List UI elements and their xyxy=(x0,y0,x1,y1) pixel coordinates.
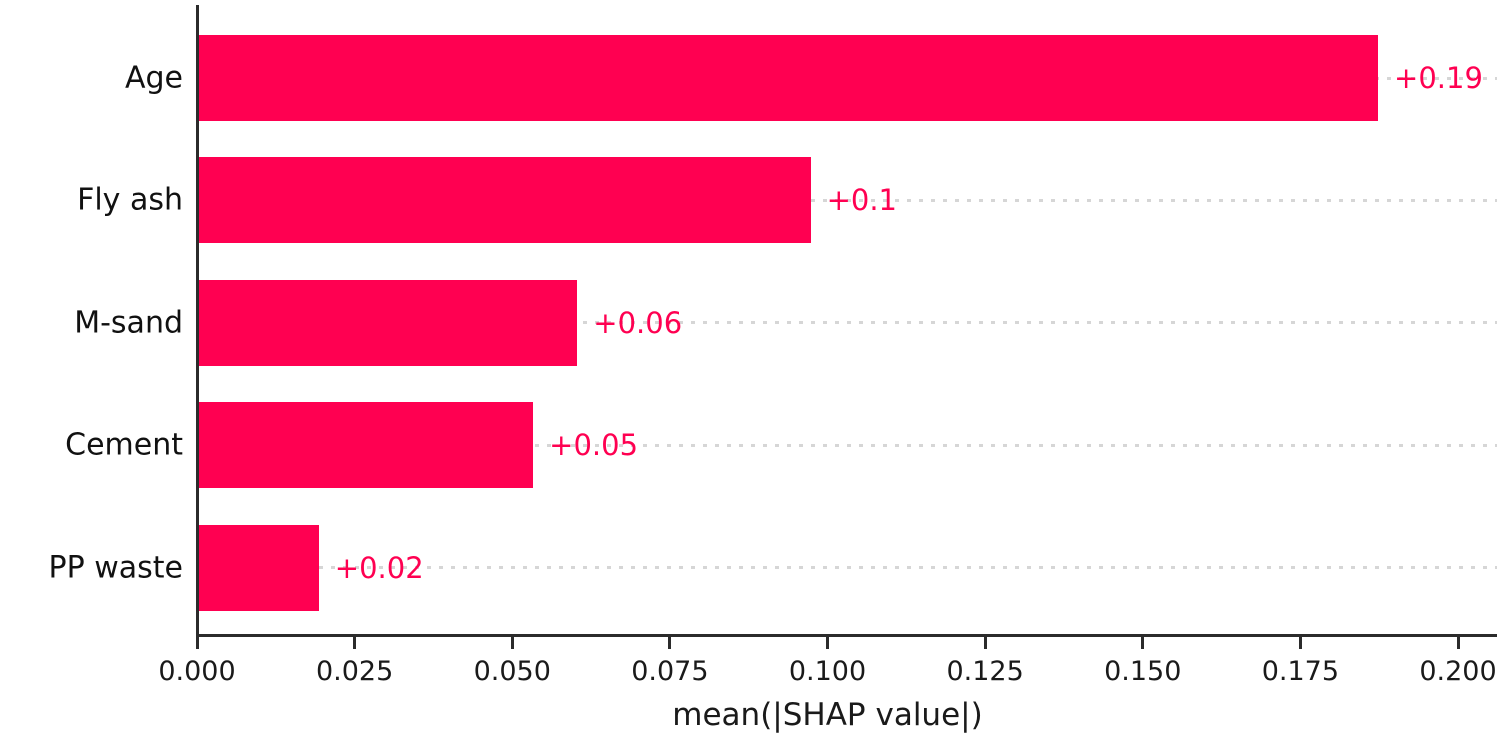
bar xyxy=(199,524,319,611)
bar-value-label: +0.06 xyxy=(593,305,683,340)
bar-value-label: +0.05 xyxy=(549,428,639,463)
bar-value-label: +0.19 xyxy=(1394,61,1483,95)
x-tick-label: 0.000 xyxy=(158,656,236,687)
bar-value-label: +0.02 xyxy=(334,550,424,585)
x-tick xyxy=(353,637,357,649)
x-tick-label: 0.025 xyxy=(315,656,394,687)
bar xyxy=(199,35,1379,121)
x-tick-label: 0.175 xyxy=(1261,656,1340,687)
x-tick xyxy=(983,637,987,649)
x-tick xyxy=(668,637,672,649)
bar xyxy=(199,279,578,366)
gridline xyxy=(199,443,1497,447)
category-label: M-sand xyxy=(74,305,183,341)
x-tick-label: 0.150 xyxy=(1104,656,1182,687)
bar xyxy=(199,157,811,244)
x-tick xyxy=(195,637,199,649)
x-tick xyxy=(1298,637,1302,649)
bar-value-label: +0.1 xyxy=(826,183,897,218)
gridline xyxy=(199,566,1497,570)
bar xyxy=(199,402,534,489)
x-tick xyxy=(1141,637,1145,649)
category-label: PP waste xyxy=(48,550,184,586)
x-axis-spine xyxy=(196,634,1497,637)
x-tick xyxy=(1456,637,1460,649)
x-tick-label: 0.050 xyxy=(473,656,551,687)
category-label: Age xyxy=(124,60,183,96)
gridline xyxy=(199,198,1497,202)
category-label: Cement xyxy=(65,427,183,463)
x-tick-label: 0.075 xyxy=(631,656,709,687)
gridline xyxy=(199,321,1497,325)
x-tick xyxy=(826,637,829,649)
x-axis-title: mean(|SHAP value|) xyxy=(672,697,983,733)
x-tick-label: 0.100 xyxy=(788,656,867,687)
x-tick xyxy=(510,637,514,649)
x-tick-label: 0.200 xyxy=(1419,656,1497,687)
y-axis-spine xyxy=(196,5,199,637)
x-tick-label: 0.125 xyxy=(946,656,1024,687)
category-label: Fly ash xyxy=(77,182,183,218)
